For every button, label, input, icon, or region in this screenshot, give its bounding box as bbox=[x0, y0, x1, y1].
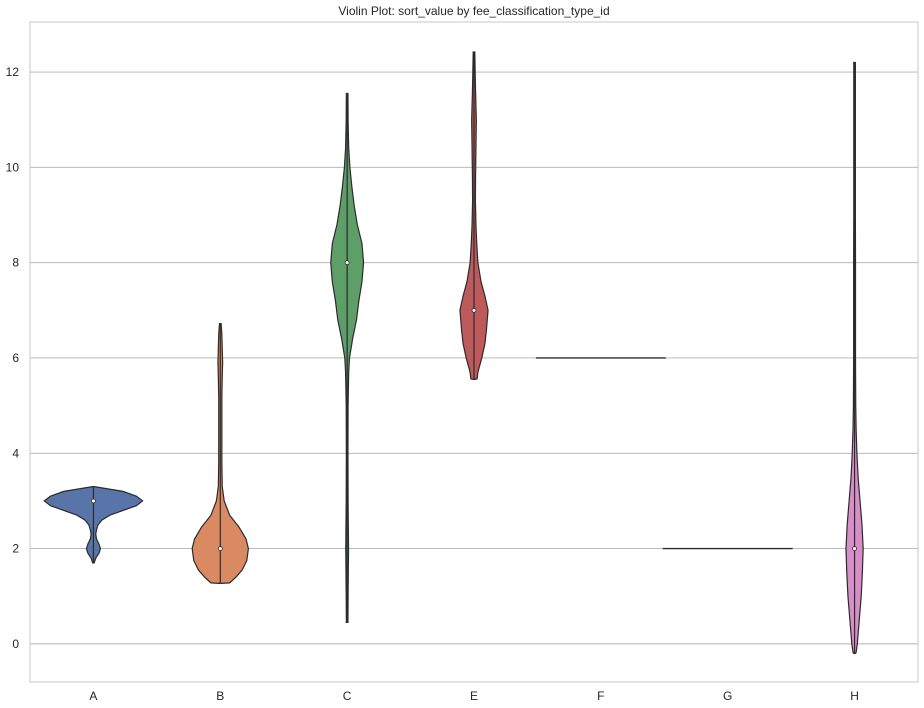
axes: 0 2 4 6 8 10 12 A B C E F G H bbox=[6, 21, 919, 703]
x-tick-label: A bbox=[89, 689, 97, 703]
median-marker bbox=[471, 307, 477, 313]
median-marker bbox=[852, 546, 857, 551]
median-marker bbox=[217, 546, 223, 551]
y-tick-label: 2 bbox=[12, 542, 19, 556]
violin-e bbox=[459, 51, 489, 381]
y-tick-label: 6 bbox=[12, 351, 19, 365]
median-marker bbox=[344, 260, 350, 266]
violin-b bbox=[191, 323, 249, 584]
y-tick-label: 4 bbox=[12, 446, 19, 460]
y-tick-label: 10 bbox=[6, 160, 20, 174]
y-tick-label: 12 bbox=[6, 65, 20, 79]
y-tick-label: 0 bbox=[12, 637, 19, 651]
violin-h bbox=[845, 61, 864, 655]
chart-title: Violin Plot: sort_value by fee_classific… bbox=[338, 4, 609, 18]
x-tick-label: B bbox=[216, 689, 224, 703]
median-marker bbox=[91, 498, 96, 504]
x-tick-label: F bbox=[597, 689, 604, 703]
violins bbox=[43, 51, 864, 655]
violin-a bbox=[43, 486, 144, 564]
y-tick-label: 8 bbox=[12, 256, 19, 270]
x-tick-label: E bbox=[470, 689, 478, 703]
x-tick-label: C bbox=[343, 689, 352, 703]
x-tick-label: H bbox=[850, 689, 859, 703]
x-tick-label: G bbox=[723, 689, 732, 703]
violin-c bbox=[330, 92, 365, 624]
plot-frame bbox=[29, 21, 919, 683]
